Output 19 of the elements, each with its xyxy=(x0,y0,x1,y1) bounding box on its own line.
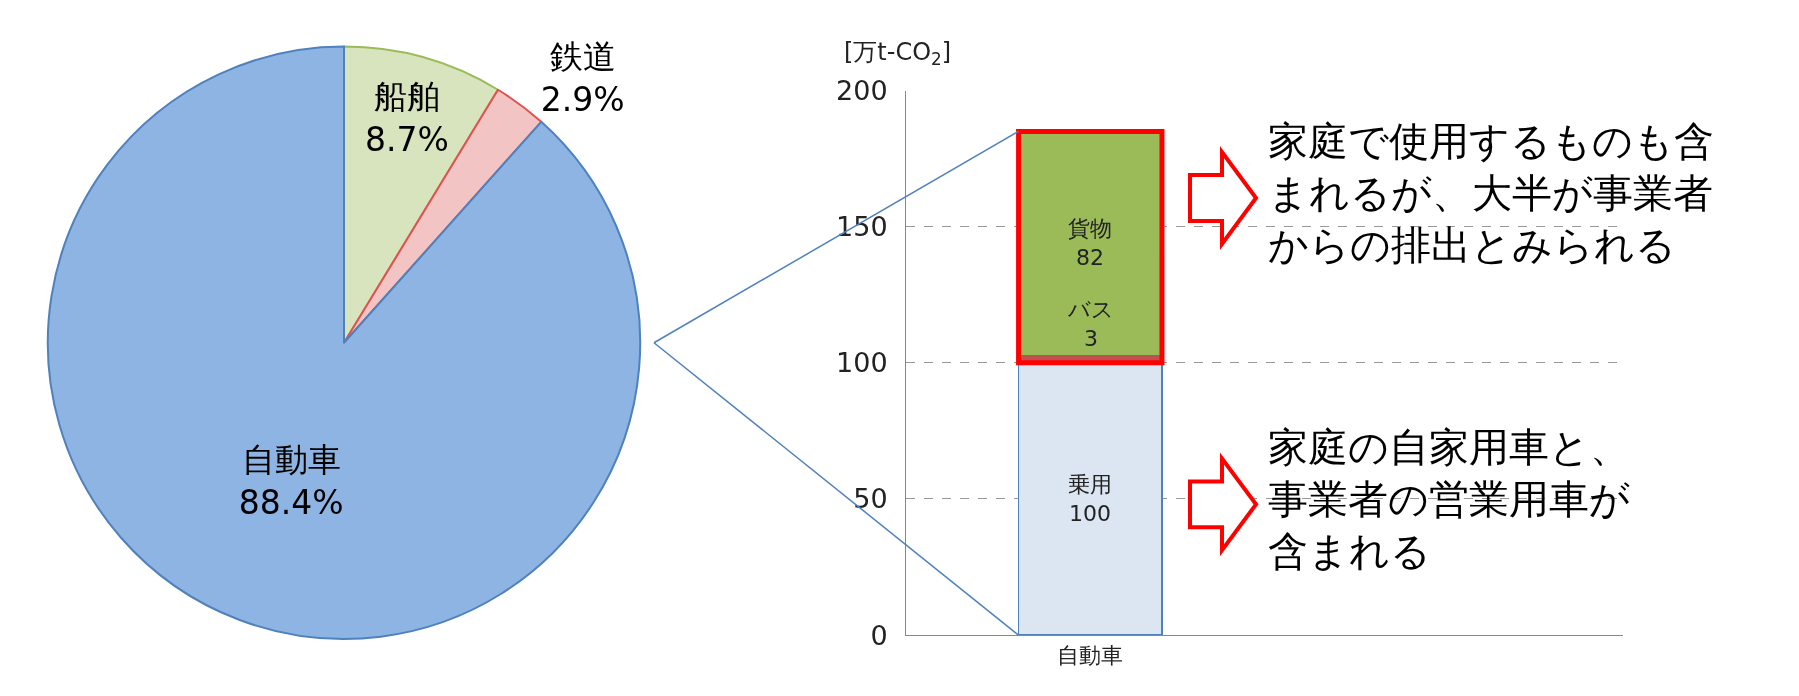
y-tick-label: 0 xyxy=(870,619,888,651)
data-label: 2.9% xyxy=(540,80,625,120)
series-label: 貨物 xyxy=(1068,216,1112,241)
y-tick-label: 50 xyxy=(853,483,888,515)
data-label: 100 xyxy=(1069,500,1111,526)
text: 家庭の自家用車と、事業者の営業用車が含まれる xyxy=(1268,424,1630,574)
y-tick-label: 200 xyxy=(836,74,888,106)
y-tick-label: 100 xyxy=(836,347,888,379)
data-label: 3 xyxy=(1084,325,1098,351)
slice-label: 船舶 xyxy=(373,77,440,117)
data-label: 88.4% xyxy=(238,483,344,523)
data-label: 82 xyxy=(1076,244,1104,270)
y-axis-title: [万t-CO$_{2}$] xyxy=(844,38,952,70)
text: 家庭で使用するものも含まれるが、大半が事業者からの排出とみられる xyxy=(1268,118,1714,268)
series-label: 乗用 xyxy=(1068,472,1112,497)
slice-label: 自動車 xyxy=(241,440,341,480)
data-label: 8.7% xyxy=(365,120,449,160)
slice-label: 鉄道 xyxy=(549,37,616,77)
series-label: バス xyxy=(1067,297,1114,322)
